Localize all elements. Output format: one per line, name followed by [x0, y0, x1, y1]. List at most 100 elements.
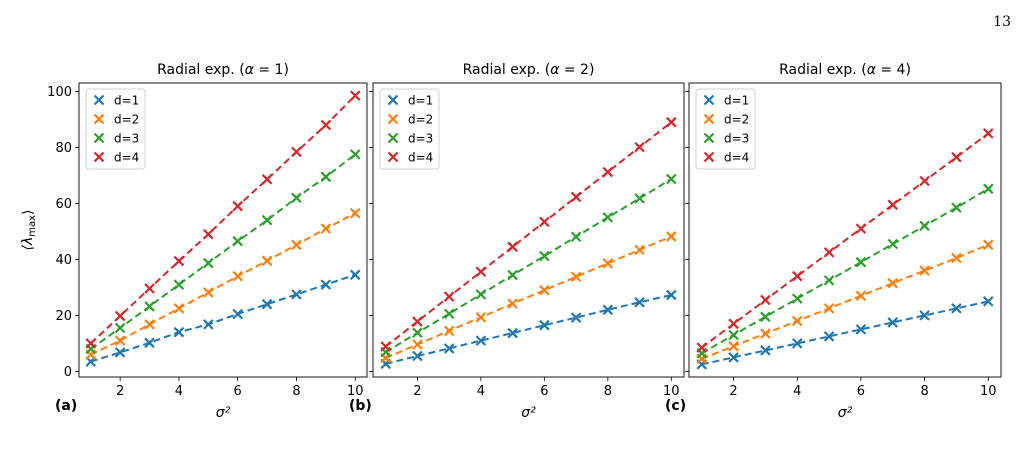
data-point-d=1: [982, 296, 994, 307]
data-point-d=3: [823, 275, 835, 286]
panel-label: (c): [665, 398, 686, 414]
page-number: 13: [993, 14, 1011, 30]
chart-panel-1: Radial exp. (α = 1)2 4 6 8 10020406080100σ²(…: [47, 62, 368, 421]
data-point-d=2: [855, 290, 867, 302]
legend-label: d=4: [724, 151, 749, 165]
data-point-d=1: [320, 279, 332, 290]
legend-marker-d=2: [387, 113, 399, 125]
data-point-d=2: [114, 335, 126, 346]
axes-frame: [688, 82, 1002, 378]
legend-marker-d=4: [93, 151, 105, 163]
data-point-d=4: [634, 141, 645, 153]
data-point-d=4: [114, 310, 126, 322]
chart-panel-3: Radial exp. (α = 4) 2 4 6 8 10 σ² (c) d=1 d=2 d=3 d…: [665, 62, 1002, 421]
legend-label: d=3: [408, 132, 433, 146]
data-point-d=3: [173, 279, 185, 290]
data-point-d=1: [539, 319, 550, 331]
legend-marker-d=3: [387, 132, 399, 144]
data-point-d=3: [203, 257, 214, 269]
data-point-d=3: [887, 238, 899, 250]
data-point-d=4: [349, 90, 361, 101]
x-tick-label: 8: [292, 384, 300, 399]
data-point-d=1: [114, 347, 126, 358]
data-point-d=4: [666, 116, 677, 128]
data-point-d=4: [760, 294, 771, 306]
y-tick-label: 60: [55, 197, 72, 212]
data-point-d=3: [855, 256, 867, 268]
data-point-d=3: [349, 149, 361, 160]
legend-marker-d=4: [387, 151, 399, 163]
x-axis-label: σ²: [216, 405, 231, 421]
y-axis-label-sub: max: [27, 215, 38, 237]
series-line-d=2: [385, 235, 672, 359]
data-point-d=3: [666, 173, 677, 185]
data-point-d=2: [291, 239, 302, 251]
chart-title-symbol: α: [867, 62, 877, 78]
x-tick-label: 6: [234, 384, 242, 399]
legend-label: d=1: [724, 94, 749, 108]
data-point-d=4: [982, 128, 994, 139]
data-point-d=2: [349, 207, 361, 219]
data-point-d=3: [261, 214, 273, 226]
data-point-d=2: [475, 312, 487, 323]
data-point-d=2: [823, 303, 835, 314]
chart-title-text: Radial exp. (: [463, 62, 551, 78]
data-point-d=3: [320, 171, 332, 183]
series-line-d=4: [701, 132, 989, 349]
data-point-d=1: [855, 324, 867, 335]
data-point-d=3: [144, 301, 155, 312]
legend-marker-d=4: [703, 151, 715, 163]
data-point-d=1: [887, 317, 899, 328]
data-point-d=4: [85, 338, 97, 349]
legend-label: d=4: [408, 151, 433, 165]
data-point-d=4: [291, 146, 302, 158]
data-point-d=4: [320, 119, 332, 131]
data-point-d=2: [539, 284, 550, 296]
data-point-d=1: [261, 298, 273, 310]
data-point-d=2: [791, 315, 803, 327]
legend-marker-d=2: [703, 113, 715, 125]
data-point-d=4: [570, 191, 582, 203]
x-axis-label: σ²: [838, 405, 853, 421]
axes-frame: [78, 82, 368, 378]
data-point-d=3: [443, 308, 455, 319]
data-point-d=3: [114, 322, 126, 334]
data-point-d=3: [760, 311, 771, 323]
chart-title: Radial exp. (α = 1): [157, 62, 289, 78]
chart-title: Radial exp. (α = 2): [463, 62, 595, 78]
data-point-d=1: [173, 326, 185, 338]
data-point-d=2: [760, 328, 771, 339]
data-point-d=3: [507, 269, 518, 281]
data-point-d=1: [951, 303, 962, 314]
x-tick-label: 6: [540, 384, 548, 399]
y-tick-label: 0: [64, 365, 72, 380]
legend-marker-d=3: [93, 132, 105, 144]
y-tick-label: 100: [47, 85, 72, 100]
data-point-d=4: [380, 341, 391, 352]
panel-label: (b): [349, 398, 372, 414]
series-line-d=4: [90, 94, 356, 345]
data-point-d=1: [349, 269, 361, 281]
data-point-d=1: [475, 335, 487, 346]
data-point-d=3: [539, 250, 550, 262]
x-tick-label: 2: [413, 384, 421, 399]
x-tick-label: 10: [663, 384, 680, 399]
series-line-d=2: [701, 243, 989, 360]
x-tick-label: 10: [980, 384, 997, 399]
series-line-d=3: [385, 178, 672, 353]
data-point-d=1: [634, 296, 645, 308]
data-point-d=3: [475, 289, 487, 300]
data-point-d=3: [919, 220, 930, 232]
y-tick-label: 20: [55, 309, 72, 324]
data-point-d=1: [602, 304, 614, 316]
legend-box: [85, 88, 146, 170]
panel-label: (a): [55, 398, 77, 414]
legend-label: d=3: [724, 132, 749, 146]
data-point-d=3: [291, 192, 302, 204]
data-point-d=3: [728, 329, 739, 341]
chart-title-value: = 4): [876, 62, 911, 78]
data-point-d=3: [570, 231, 582, 242]
series-line-d=1: [701, 300, 989, 366]
y-axis-label: ⟨λmax⟩: [20, 209, 38, 250]
